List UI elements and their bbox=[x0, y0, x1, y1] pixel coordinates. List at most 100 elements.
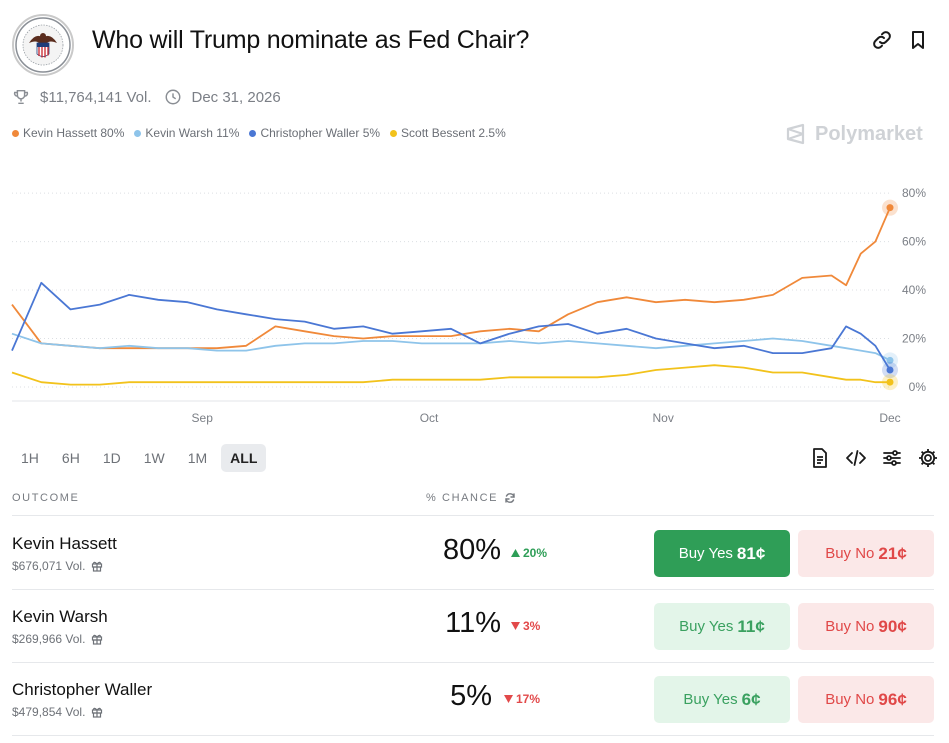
series-line bbox=[11, 207, 891, 350]
outcome-chance: 11% bbox=[445, 607, 501, 639]
buy-no-price: 96¢ bbox=[878, 689, 907, 709]
outcome-volume-label: $479,854 Vol. bbox=[12, 705, 86, 719]
outcome-volume-label: $676,071 Vol. bbox=[12, 559, 86, 573]
legend-dot bbox=[249, 129, 257, 137]
outcome-change: 3% bbox=[511, 619, 540, 633]
outcome-row[interactable]: Christopher Waller $479,854 Vol. 5% 17% … bbox=[12, 663, 934, 736]
x-tick-label: Sep bbox=[192, 411, 214, 425]
series-line bbox=[11, 364, 890, 386]
outcome-name: Kevin Hassett bbox=[12, 534, 117, 553]
trend-down-icon bbox=[511, 622, 520, 630]
buy-yes-price: 81¢ bbox=[736, 543, 766, 563]
outcome-volume-label: $269,966 Vol. bbox=[12, 632, 86, 646]
price-history-chart[interactable]: 0% 20% 40% 60% 80% Sep Oct Nov Dec bbox=[0, 165, 949, 435]
gift-icon bbox=[92, 634, 103, 645]
buy-yes-label: Buy Yes bbox=[683, 691, 738, 708]
outcome-row[interactable]: Kevin Hassett $676,071 Vol. 80% 20% Buy … bbox=[12, 517, 934, 590]
y-tick-label: 40% bbox=[902, 283, 926, 297]
legend-item: Kevin Warsh 11% bbox=[134, 126, 239, 140]
legend-label: Kevin Hassett 80% bbox=[23, 126, 125, 140]
settings-gear-icon[interactable] bbox=[917, 447, 939, 469]
buy-no-button[interactable]: Buy No 21¢ bbox=[798, 530, 934, 577]
series-line bbox=[11, 332, 891, 362]
x-tick-label: Dec bbox=[879, 411, 900, 425]
polymarket-watermark: Polymarket bbox=[784, 122, 923, 146]
buy-no-price: 90¢ bbox=[878, 616, 907, 636]
buy-no-label: Buy No bbox=[825, 618, 875, 635]
legend-item: Christopher Waller 5% bbox=[249, 126, 380, 140]
buy-no-label: Buy No bbox=[825, 545, 875, 562]
buy-yes-price: 6¢ bbox=[741, 689, 761, 709]
federal-reserve-seal-icon bbox=[12, 14, 74, 76]
outcome-change-value: 3% bbox=[523, 619, 541, 633]
series-end-point bbox=[886, 204, 894, 212]
page-title: Who will Trump nominate as Fed Chair? bbox=[92, 26, 530, 54]
outcome-table-header: OUTCOME % CHANCE bbox=[12, 490, 934, 516]
col-chance-label: % CHANCE bbox=[426, 492, 499, 504]
document-icon[interactable] bbox=[809, 447, 831, 469]
series-end-point bbox=[886, 366, 894, 374]
trophy-icon bbox=[13, 89, 29, 105]
range-1h[interactable]: 1H bbox=[21, 450, 39, 466]
range-1m[interactable]: 1M bbox=[187, 450, 208, 466]
series-end-point bbox=[886, 378, 894, 386]
buy-yes-button[interactable]: Buy Yes 11¢ bbox=[654, 603, 790, 650]
y-tick-label: 0% bbox=[909, 380, 927, 394]
refresh-icon[interactable] bbox=[504, 492, 516, 504]
range-1d[interactable]: 1D bbox=[102, 450, 121, 466]
embed-code-icon[interactable] bbox=[845, 447, 867, 469]
outcome-volume: $676,071 Vol. bbox=[12, 559, 103, 573]
range-6h[interactable]: 6H bbox=[61, 450, 80, 466]
series-end-point bbox=[886, 356, 894, 364]
outcome-chance: 5% bbox=[450, 680, 492, 712]
market-end-date: Dec 31, 2026 bbox=[191, 88, 281, 106]
chart-legend: Kevin Hassett 80% Kevin Warsh 11% Christ… bbox=[12, 126, 516, 140]
link-icon[interactable] bbox=[870, 28, 894, 52]
y-tick-label: 20% bbox=[902, 332, 926, 346]
buy-yes-label: Buy Yes bbox=[678, 545, 733, 562]
polymarket-logo-icon bbox=[786, 123, 805, 145]
market-volume: $11,764,141 Vol. bbox=[40, 88, 152, 106]
market-meta: $11,764,141 Vol. Dec 31, 2026 bbox=[12, 86, 281, 108]
trend-up-icon bbox=[511, 549, 520, 557]
legend-item: Kevin Hassett 80% bbox=[12, 126, 124, 140]
buy-no-price: 21¢ bbox=[878, 543, 907, 563]
outcome-change: 17% bbox=[504, 692, 540, 706]
legend-label: Christopher Waller 5% bbox=[260, 126, 381, 140]
y-tick-label: 80% bbox=[902, 186, 926, 200]
sliders-icon[interactable] bbox=[881, 447, 903, 469]
gift-icon bbox=[92, 561, 103, 572]
x-tick-label: Oct bbox=[420, 411, 439, 425]
outcome-change-value: 20% bbox=[523, 546, 548, 560]
legend-label: Kevin Warsh 11% bbox=[145, 126, 240, 140]
range-all[interactable]: ALL bbox=[221, 444, 267, 472]
market-header: Who will Trump nominate as Fed Chair? bbox=[12, 12, 937, 76]
outcome-volume: $269,966 Vol. bbox=[12, 632, 103, 646]
legend-dot bbox=[12, 129, 19, 137]
bookmark-icon[interactable] bbox=[906, 28, 930, 52]
buy-no-button[interactable]: Buy No 90¢ bbox=[798, 603, 934, 650]
outcome-name: Kevin Warsh bbox=[12, 607, 108, 626]
range-1w[interactable]: 1W bbox=[143, 450, 165, 466]
outcome-change-value: 17% bbox=[516, 692, 541, 706]
buy-yes-button[interactable]: Buy Yes 81¢ bbox=[654, 530, 790, 577]
legend-item: Scott Bessent 2.5% bbox=[390, 126, 506, 140]
legend-dot bbox=[134, 129, 142, 137]
buy-no-button[interactable]: Buy No 96¢ bbox=[798, 676, 934, 723]
col-chance: % CHANCE bbox=[426, 492, 516, 504]
buy-yes-button[interactable]: Buy Yes 6¢ bbox=[654, 676, 790, 723]
outcome-volume: $479,854 Vol. bbox=[12, 705, 103, 719]
legend-dot bbox=[390, 129, 398, 137]
outcome-row[interactable]: Kevin Warsh $269,966 Vol. 11% 3% Buy Yes… bbox=[12, 590, 934, 663]
outcome-name: Christopher Waller bbox=[12, 680, 153, 699]
col-outcome: OUTCOME bbox=[12, 492, 80, 504]
buy-yes-price: 11¢ bbox=[737, 616, 765, 636]
brand-name: Polymarket bbox=[815, 122, 923, 145]
x-tick-label: Nov bbox=[653, 411, 674, 425]
time-range-selector: 1H 6H 1D 1W 1M ALL bbox=[12, 444, 271, 472]
clock-icon bbox=[165, 89, 180, 105]
outcome-chance: 80% bbox=[442, 534, 501, 566]
gift-icon bbox=[92, 707, 103, 718]
buy-yes-label: Buy Yes bbox=[679, 618, 734, 635]
trend-down-icon bbox=[504, 695, 513, 703]
